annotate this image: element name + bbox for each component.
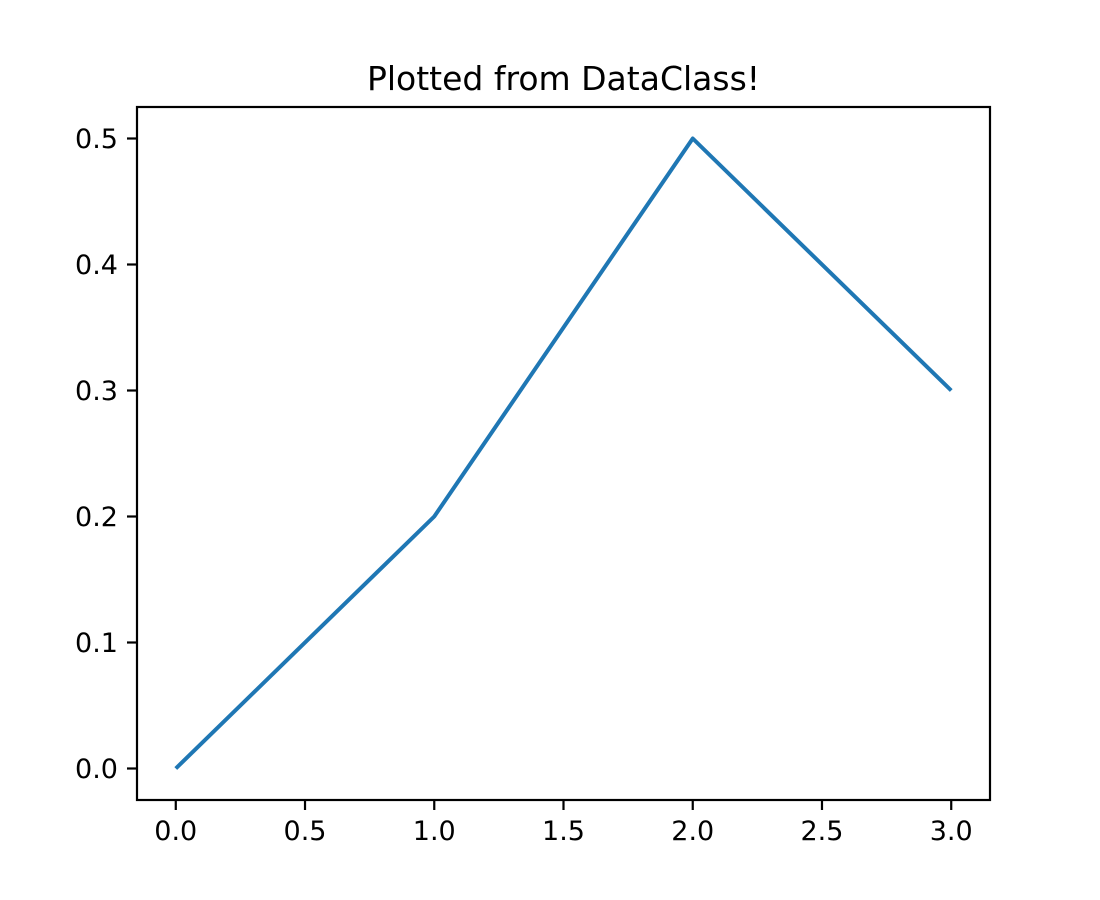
- x-tick-label: 2.0: [671, 816, 714, 847]
- x-axis: 0.0 0.5 1.0 1.5 2.0 2.5 3.0: [154, 800, 973, 847]
- x-tick-label: 1.5: [542, 816, 585, 847]
- plot-area: [135, 105, 992, 802]
- y-tick-label: 0.4: [75, 250, 118, 281]
- x-tick-label: 3.0: [930, 816, 973, 847]
- data-line: [174, 136, 953, 770]
- y-tick-label: 0.5: [75, 124, 118, 155]
- x-tick-label: 0.5: [284, 816, 327, 847]
- y-axis: 0.0 0.1 0.2 0.3 0.4 0.5: [75, 124, 137, 785]
- x-tick-label: 1.0: [413, 816, 456, 847]
- y-tick-label: 0.1: [75, 628, 118, 659]
- chart-title: Plotted from DataClass!: [367, 59, 760, 98]
- y-tick-label: 0.2: [75, 502, 118, 533]
- y-tick-label: 0.3: [75, 376, 118, 407]
- y-tick-label: 0.0: [75, 754, 118, 785]
- x-tick-label: 0.0: [154, 816, 197, 847]
- series-group: [174, 136, 953, 770]
- x-tick-label: 2.5: [801, 816, 844, 847]
